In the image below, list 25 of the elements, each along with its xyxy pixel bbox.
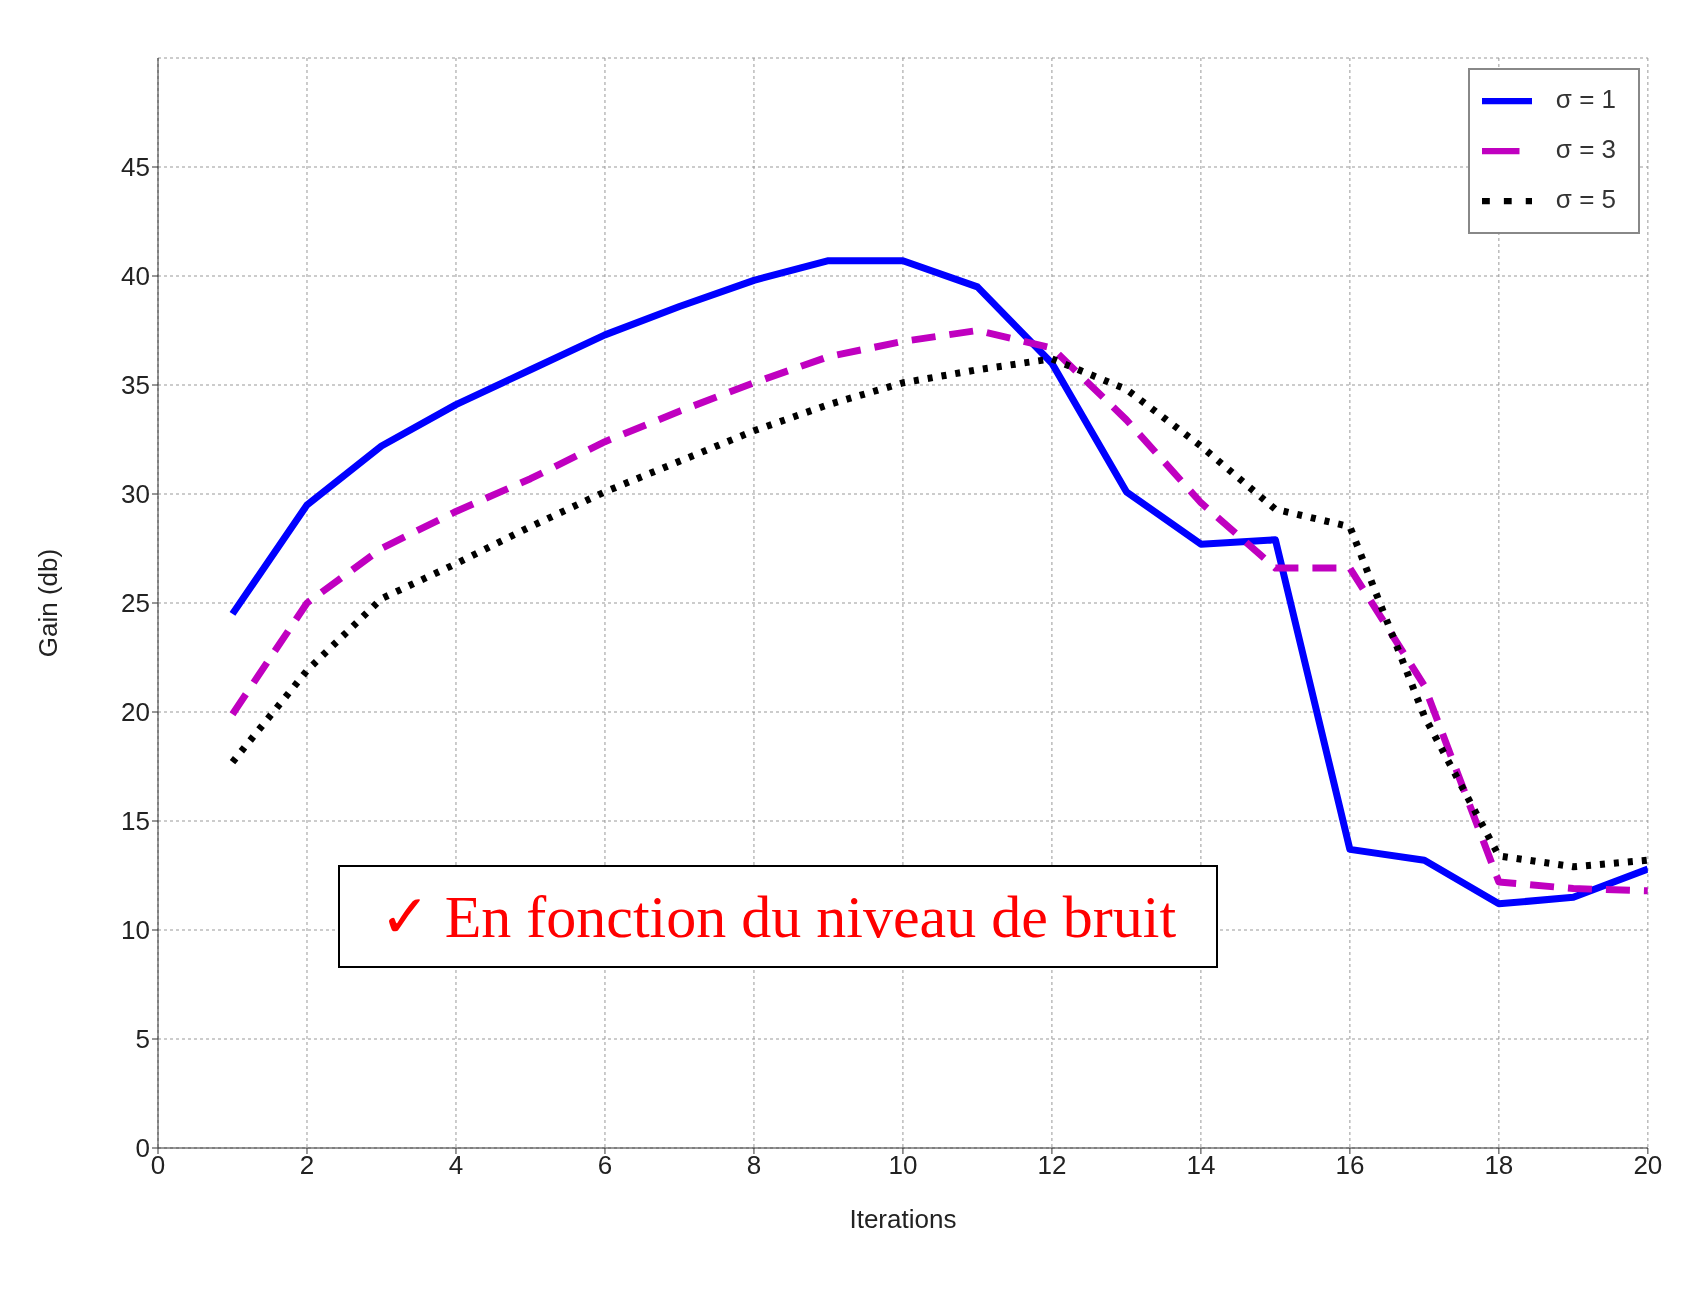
x-tick-label: 2	[299, 1150, 315, 1181]
legend-label: σ = 3	[1555, 133, 1616, 164]
x-axis-title: Iterations	[849, 1204, 957, 1234]
x-tick-label: 18	[1484, 1150, 1514, 1181]
y-tick-label: 15	[121, 806, 150, 837]
x-tick-label: 6	[597, 1150, 613, 1181]
x-tick-label: 4	[448, 1150, 464, 1181]
legend-label: σ = 5	[1555, 183, 1616, 214]
x-tick-label: 14	[1186, 1150, 1216, 1181]
y-tick-label: 30	[121, 479, 150, 510]
y-tick-label: 45	[121, 152, 150, 183]
y-tick-label: 5	[135, 1024, 150, 1055]
x-tick-label: 8	[746, 1150, 762, 1181]
y-tick-label: 20	[121, 697, 150, 728]
annotation: ✓ En fonction du niveau de bruit	[337, 864, 1219, 968]
y-tick-label: 40	[121, 261, 150, 292]
y-tick-label: 25	[121, 588, 150, 619]
x-tick-label: 20	[1633, 1150, 1663, 1181]
x-tick-label: 10	[888, 1150, 918, 1181]
y-tick-label: 10	[121, 915, 150, 946]
x-tick-label: 12	[1037, 1150, 1067, 1181]
legend-label: σ = 1	[1555, 83, 1616, 114]
y-tick-label: 35	[121, 370, 150, 401]
x-tick-label: 16	[1335, 1150, 1365, 1181]
y-axis-title: Gain (db)	[33, 548, 64, 658]
